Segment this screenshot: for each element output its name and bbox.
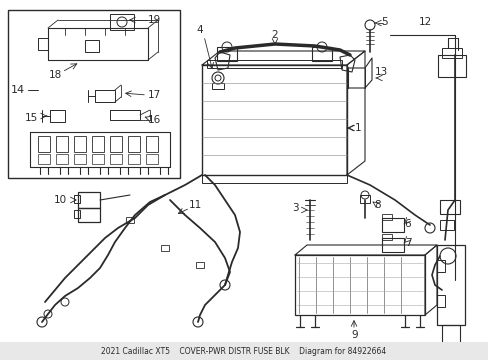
Bar bbox=[359, 195, 369, 203]
Text: 1: 1 bbox=[354, 123, 361, 133]
Bar bbox=[146, 136, 158, 152]
Bar bbox=[0, 342, 488, 360]
Text: 19: 19 bbox=[148, 15, 161, 25]
Bar bbox=[78, 192, 100, 208]
Text: 17: 17 bbox=[148, 90, 161, 100]
Text: 5: 5 bbox=[381, 17, 387, 27]
Bar bbox=[436, 295, 444, 307]
Bar bbox=[110, 136, 122, 152]
Text: 6: 6 bbox=[404, 219, 410, 229]
Text: 16: 16 bbox=[148, 115, 161, 125]
Bar bbox=[311, 47, 331, 61]
Bar bbox=[126, 217, 134, 223]
Bar bbox=[439, 200, 459, 214]
Text: 2021 Cadillac XT5    COVER-PWR DISTR FUSE BLK    Diagram for 84922664: 2021 Cadillac XT5 COVER-PWR DISTR FUSE B… bbox=[101, 346, 386, 356]
Bar bbox=[128, 154, 140, 164]
Bar bbox=[212, 83, 224, 89]
Text: 3: 3 bbox=[291, 203, 298, 213]
Bar bbox=[128, 136, 140, 152]
Text: 4: 4 bbox=[196, 25, 203, 35]
Bar bbox=[437, 55, 465, 77]
Text: 2: 2 bbox=[271, 30, 278, 40]
Bar bbox=[110, 154, 122, 164]
Bar bbox=[202, 65, 346, 175]
Bar bbox=[381, 214, 391, 220]
Bar bbox=[439, 220, 453, 230]
Bar bbox=[294, 255, 424, 315]
Bar bbox=[110, 14, 134, 30]
Bar bbox=[381, 238, 403, 252]
Bar bbox=[56, 154, 68, 164]
Bar bbox=[38, 136, 50, 152]
Bar bbox=[196, 262, 203, 268]
Text: 15: 15 bbox=[25, 113, 38, 123]
Text: 18: 18 bbox=[48, 70, 61, 80]
Bar bbox=[74, 154, 86, 164]
Bar bbox=[146, 154, 158, 164]
Bar bbox=[436, 245, 464, 325]
Bar bbox=[74, 195, 80, 203]
Bar bbox=[202, 175, 346, 183]
Text: 13: 13 bbox=[374, 67, 387, 77]
Text: 14: 14 bbox=[11, 85, 25, 95]
Bar bbox=[85, 40, 99, 52]
Bar bbox=[381, 234, 391, 240]
Bar bbox=[8, 10, 180, 178]
Bar bbox=[441, 325, 459, 343]
Bar bbox=[206, 60, 341, 68]
Bar bbox=[74, 136, 86, 152]
Text: 7: 7 bbox=[404, 238, 410, 248]
Bar bbox=[217, 47, 237, 61]
Text: 10: 10 bbox=[53, 195, 66, 205]
Bar bbox=[381, 218, 403, 232]
Bar bbox=[56, 136, 68, 152]
Bar bbox=[92, 136, 104, 152]
Bar bbox=[74, 210, 80, 218]
Text: 11: 11 bbox=[188, 200, 201, 210]
Text: 9: 9 bbox=[351, 330, 358, 340]
Bar bbox=[92, 154, 104, 164]
Bar bbox=[436, 260, 444, 272]
Bar bbox=[38, 154, 50, 164]
Bar bbox=[441, 48, 461, 58]
Bar bbox=[161, 245, 169, 251]
Text: 12: 12 bbox=[418, 17, 431, 27]
Bar bbox=[78, 208, 100, 222]
Text: 8: 8 bbox=[374, 200, 381, 210]
